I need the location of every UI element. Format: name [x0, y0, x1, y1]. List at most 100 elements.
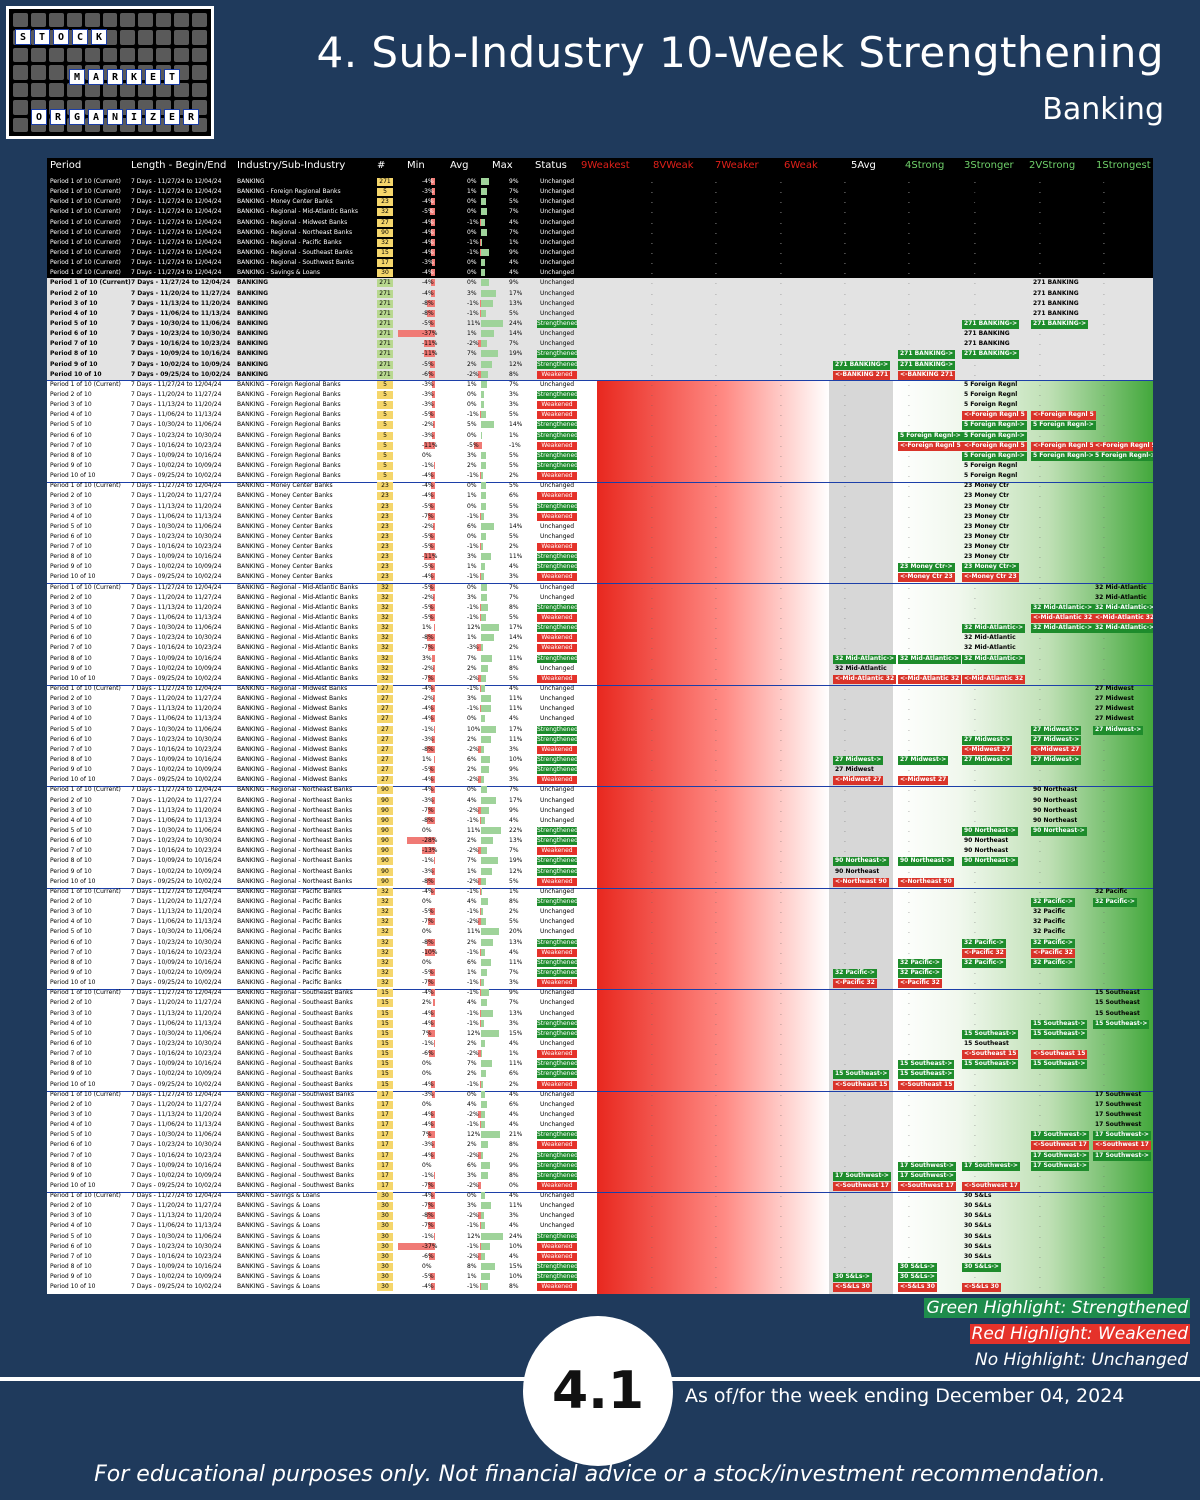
count-cell: 15 — [377, 1019, 393, 1028]
empty-zone-marker: . — [1039, 1212, 1041, 1220]
empty-zone-marker: . — [908, 603, 910, 611]
empty-zone-marker: . — [844, 583, 846, 591]
empty-zone-marker: . — [1039, 188, 1041, 196]
empty-zone-marker: . — [1103, 654, 1105, 662]
empty-zone-marker: . — [651, 532, 653, 540]
length-cell: 7 Days - 10/30/24 to 11/06/24 — [131, 1232, 222, 1240]
zone-label: 32 Mid-Atlantic — [964, 634, 1016, 642]
max-bar — [481, 583, 488, 591]
count-cell: 30 — [377, 1232, 393, 1241]
empty-zone-marker: . — [1039, 1009, 1041, 1017]
empty-zone-marker: . — [1103, 756, 1105, 764]
empty-zone-marker: . — [908, 1050, 910, 1058]
zone-label: <-Pacific 32 — [833, 979, 877, 989]
count-cell: 32 — [377, 208, 393, 217]
empty-zone-marker: . — [1103, 958, 1105, 966]
empty-zone-marker: . — [908, 228, 910, 236]
empty-zone-marker: . — [715, 299, 717, 307]
max-bar — [481, 411, 486, 419]
empty-zone-marker: . — [844, 401, 846, 409]
avg-cell: 5% — [467, 421, 477, 429]
industry-cell: BANKING - Regional - Southeast Banks — [237, 1050, 353, 1058]
avg-cell: 0% — [467, 715, 477, 723]
avg-cell: 0% — [467, 583, 477, 591]
status-cell: Unchanged — [539, 816, 575, 824]
zone-label: <-Pacific 32 — [962, 948, 1006, 958]
avg-bar — [478, 340, 481, 348]
industry-cell: BANKING - Regional - Mid-Atlantic Banks — [237, 664, 358, 672]
avg-cell: -1% — [467, 1283, 479, 1291]
table-row: Period 2 of 10 7 Days - 11/20/24 to 11/27… — [47, 1201, 1153, 1211]
empty-zone-marker: . — [974, 644, 976, 652]
length-cell: 7 Days - 11/13/24 to 11/20/24 — [131, 401, 222, 409]
max-cell: 7% — [509, 208, 519, 216]
empty-zone-marker: . — [908, 644, 910, 652]
industry-cell: BANKING — [237, 330, 269, 338]
max-bar — [481, 461, 486, 469]
max-bar — [481, 1050, 482, 1058]
period-cell: Period 9 of 10 — [50, 766, 92, 774]
table-row: Period 4 of 10 7 Days - 11/06/24 to 11/13… — [47, 308, 1153, 319]
status-cell: Unchanged — [539, 999, 575, 1007]
empty-zone-marker: . — [1103, 1212, 1105, 1220]
status-cell: Strengthened — [537, 390, 578, 399]
logo-tile — [192, 47, 207, 63]
empty-zone-marker: . — [780, 401, 782, 409]
avg-cell: 4% — [467, 796, 477, 804]
empty-zone-marker: . — [1039, 1232, 1041, 1240]
empty-zone-marker: . — [715, 543, 717, 551]
empty-zone-marker: . — [974, 360, 976, 368]
empty-zone-marker: . — [715, 837, 717, 845]
length-cell: 7 Days - 10/16/24 to 10/23/24 — [131, 1050, 222, 1058]
count-cell: 32 — [377, 634, 393, 643]
zone-label: <-Southeast 15 — [833, 1080, 890, 1090]
empty-zone-marker: . — [844, 664, 846, 672]
avg-bar — [478, 776, 481, 784]
empty-zone-marker: . — [1103, 928, 1105, 936]
zone-label: 15 Southeast-> — [1031, 1060, 1088, 1070]
empty-zone-marker: . — [844, 178, 846, 185]
min-bar — [430, 766, 435, 774]
min-cell: 1% — [422, 624, 432, 632]
empty-zone-marker: . — [844, 1192, 846, 1200]
empty-zone-marker: . — [1103, 806, 1105, 814]
period-cell: Period 4 of 10 — [50, 715, 92, 723]
status-cell: Unchanged — [539, 309, 575, 317]
empty-zone-marker: . — [908, 390, 910, 398]
table-row: Period 7 of 10 7 Days - 10/16/24 to 10/23… — [47, 1252, 1153, 1262]
status-cell: Weakened — [537, 776, 577, 785]
empty-zone-marker: . — [780, 340, 782, 348]
count-cell: 15 — [377, 1080, 393, 1089]
empty-zone-marker: . — [651, 1202, 653, 1210]
min-cell: -10% — [422, 948, 438, 956]
min-bar — [429, 1050, 435, 1058]
min-cell: -37% — [422, 1242, 438, 1250]
industry-cell: BANKING - Foreign Regional Banks — [237, 441, 341, 449]
empty-zone-marker: . — [1039, 360, 1041, 368]
count-cell: 271 — [377, 360, 393, 369]
count-cell: 27 — [377, 776, 393, 785]
zone-label: 5 Foreign Regnl — [964, 401, 1018, 409]
period-cell: Period 7 of 10 — [50, 340, 98, 348]
logo-tile — [138, 13, 154, 28]
min-cell: -8% — [422, 309, 434, 317]
empty-zone-marker: . — [844, 1100, 846, 1108]
empty-zone-marker: . — [908, 279, 910, 287]
avg-cell: 1% — [467, 492, 477, 500]
empty-zone-marker: . — [1039, 816, 1041, 824]
max-cell: 4% — [509, 1222, 519, 1230]
avg-cell: 4% — [467, 999, 477, 1007]
empty-zone-marker: . — [974, 1039, 976, 1047]
empty-zone-marker: . — [844, 543, 846, 551]
length-cell: 7 Days - 11/20/24 to 11/27/24 — [131, 1100, 222, 1108]
period-cell: Period 5 of 10 — [50, 928, 92, 936]
industry-cell: BANKING - Regional - Northeast Banks — [237, 228, 353, 236]
length-cell: 7 Days - 11/13/24 to 11/20/24 — [131, 1212, 222, 1220]
max-cell: 7% — [509, 847, 519, 855]
count-cell: 30 — [377, 1273, 393, 1282]
status-cell: Strengthened — [537, 735, 578, 744]
industry-cell: BANKING - Regional - Southwest Banks — [237, 1171, 355, 1179]
column-header: 2VStrong — [1029, 160, 1076, 171]
min-cell: -5% — [422, 766, 434, 774]
max-bar — [481, 340, 488, 348]
